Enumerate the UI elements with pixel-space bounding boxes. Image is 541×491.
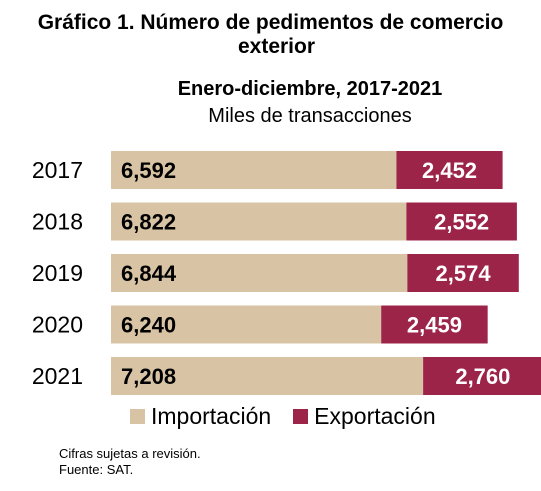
data-label-exportacion-2019: 2,574 [436,261,492,286]
chart-title-continuation: exterior [237,35,316,58]
chart-title: Gráfico 1. Número de pedimentos de comer… [37,11,504,34]
chart-legend: Importación Exportación [130,403,458,430]
bar-exportacion-2017 [396,151,503,189]
legend-label-importacion: Importación [151,403,272,429]
bar-importacion-2018 [111,202,407,241]
category-label-2021: 2021 [32,363,83,389]
data-label-importacion-2017: 6,592 [121,158,176,183]
data-label-importacion-2020: 6,240 [121,313,176,338]
data-label-importacion-2019: 6,844 [121,261,177,286]
bar-importacion-2017 [111,151,397,189]
legend-label-exportacion: Exportación [314,403,436,429]
bar-importacion-2020 [111,305,382,344]
legend-item-importacion: Importación [130,403,271,430]
data-label-exportacion-2017: 2,452 [422,158,477,183]
data-label-exportacion-2021: 2,760 [455,364,510,389]
data-label-exportacion-2018: 2,552 [434,210,489,235]
category-label-2018: 2018 [32,209,83,235]
legend-swatch-exportacion [293,409,309,424]
stacked-bar-chart: 2017 6,592 2,452 2018 6,822 2,552 2019 6,844 2,5… [32,151,541,395]
legend-item-exportacion: Exportación [293,403,436,430]
category-label-2020: 2020 [32,312,83,338]
chart-subtitle: Enero-diciembre, 2017-2021 [177,78,443,100]
data-label-importacion-2021: 7,208 [121,364,176,389]
bar-exportacion-2019 [407,254,519,292]
bar-importacion-2019 [111,254,408,292]
note-revision: Cifras sujetas a revisión. [59,446,201,461]
bar-exportacion-2020 [381,305,488,344]
bar-importacion-2021 [111,357,424,395]
category-label-2017: 2017 [32,157,83,183]
category-label-2019: 2019 [32,260,83,286]
data-label-importacion-2018: 6,822 [121,210,176,235]
bar-exportacion-2018 [406,202,517,241]
bar-exportacion-2021 [423,357,541,395]
data-label-exportacion-2020: 2,459 [407,313,462,338]
note-source: Fuente: SAT. [59,462,134,477]
legend-swatch-importacion [130,409,145,424]
chart-units: Miles de transacciones [208,105,412,127]
